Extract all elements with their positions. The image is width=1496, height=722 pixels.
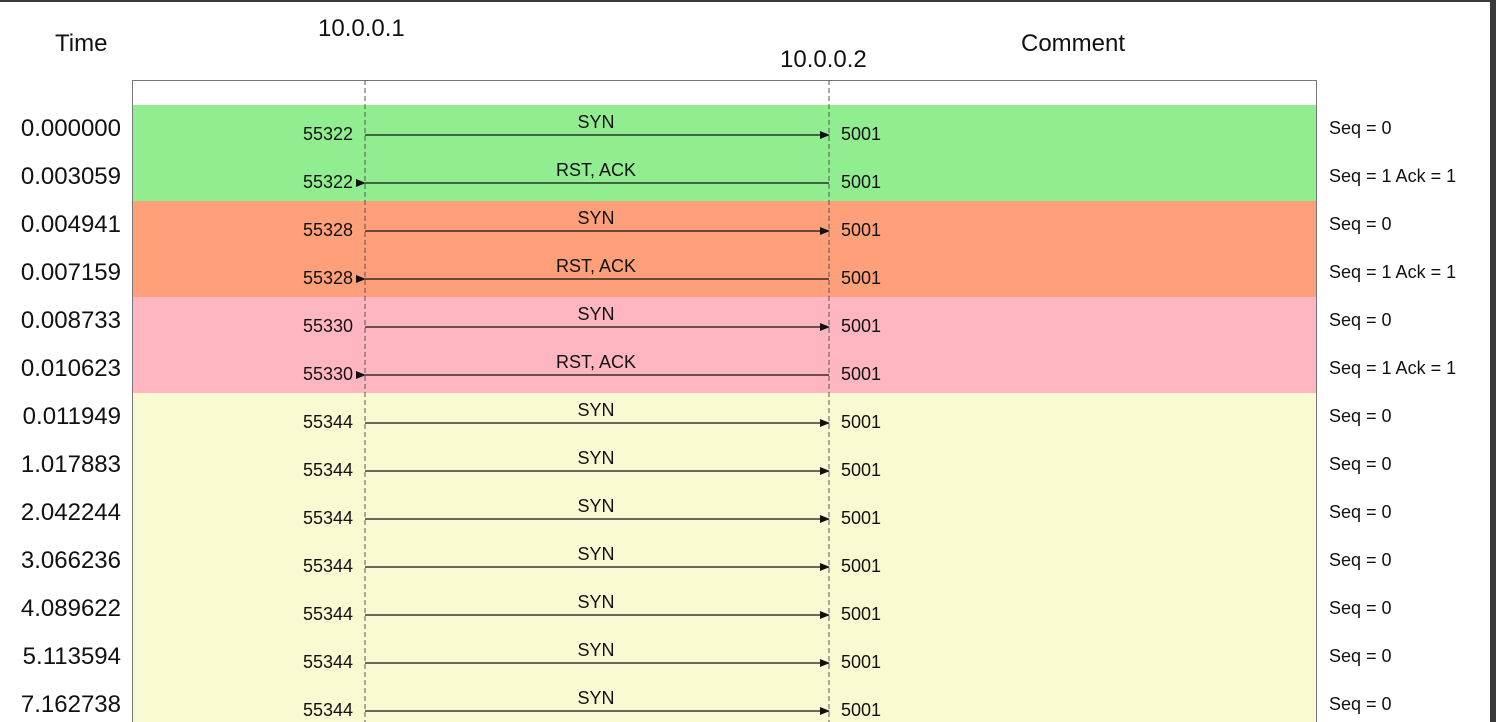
- tcp-flags-label: SYN: [577, 400, 614, 420]
- source-port: 55344: [303, 700, 353, 720]
- comment-text: Seq = 0: [1329, 550, 1392, 570]
- comment-column-header: Comment: [1021, 30, 1126, 57]
- time-value: 0.010623: [21, 355, 121, 382]
- tcp-flags-label: SYN: [577, 640, 614, 660]
- tcp-flags-label: RST, ACK: [556, 352, 636, 372]
- destination-port: 5001: [841, 460, 881, 480]
- tcp-flags-label: RST, ACK: [556, 256, 636, 276]
- connection-group-band: [133, 201, 1316, 297]
- packet-row: 2.042244 55344 5001 SYN Seq = 0: [21, 496, 1392, 528]
- time-column-header: Time: [55, 30, 108, 57]
- destination-port: 5001: [841, 220, 881, 240]
- source-port: 55330: [303, 316, 353, 336]
- tcp-flags-label: SYN: [577, 592, 614, 612]
- connection-group-band: [133, 297, 1316, 393]
- packet-row: 7.162738 55344 5001 SYN Seq = 0: [21, 688, 1392, 720]
- comment-text: Seq = 0: [1329, 214, 1392, 234]
- destination-port: 5001: [841, 700, 881, 720]
- comment-text: Seq = 1 Ack = 1: [1329, 166, 1456, 186]
- comment-text: Seq = 1 Ack = 1: [1329, 358, 1456, 378]
- packet-row: 0.007159 55328 5001 RST, ACK Seq = 1 Ack = 1: [21, 256, 1456, 288]
- destination-port: 5001: [841, 268, 881, 288]
- destination-port: 5001: [841, 316, 881, 336]
- time-value: 0.007159: [21, 259, 121, 286]
- comment-text: Seq = 1 Ack = 1: [1329, 262, 1456, 282]
- packet-row: 4.089622 55344 5001 SYN Seq = 0: [21, 592, 1392, 624]
- source-port: 55344: [303, 412, 353, 432]
- time-value: 1.017883: [21, 451, 121, 478]
- destination-port: 5001: [841, 556, 881, 576]
- time-value: 0.000000: [21, 115, 121, 142]
- packet-row: 5.113594 55344 5001 SYN Seq = 0: [23, 640, 1392, 672]
- time-value: 5.113594: [23, 643, 121, 670]
- source-port: 55344: [303, 604, 353, 624]
- comment-text: Seq = 0: [1329, 598, 1392, 618]
- tcp-flags-label: SYN: [577, 496, 614, 516]
- packet-row: 0.011949 55344 5001 SYN Seq = 0: [23, 400, 1392, 432]
- comment-text: Seq = 0: [1329, 406, 1392, 426]
- destination-port: 5001: [841, 172, 881, 192]
- destination-port: 5001: [841, 124, 881, 144]
- window-top-border: [0, 0, 1496, 2]
- tcp-flags-label: RST, ACK: [556, 160, 636, 180]
- time-value: 0.003059: [21, 163, 121, 190]
- packet-row: 0.010623 55330 5001 RST, ACK Seq = 1 Ack = 1: [21, 352, 1456, 384]
- comment-text: Seq = 0: [1329, 118, 1392, 138]
- time-value: 4.089622: [21, 595, 121, 622]
- tcp-flags-label: SYN: [577, 448, 614, 468]
- source-port: 55328: [303, 220, 353, 240]
- source-port: 55330: [303, 364, 353, 384]
- time-value: 0.011949: [23, 403, 121, 430]
- window-right-border: [1490, 0, 1496, 722]
- packet-row: 0.004941 55328 5001 SYN Seq = 0: [21, 208, 1392, 240]
- time-value: 0.004941: [21, 211, 121, 238]
- source-port: 55328: [303, 268, 353, 288]
- source-port: 55344: [303, 460, 353, 480]
- tcp-flags-label: SYN: [577, 544, 614, 564]
- comment-text: Seq = 0: [1329, 310, 1392, 330]
- packet-row: 0.000000 55322 5001 SYN Seq = 0: [21, 112, 1392, 144]
- tcp-flags-label: SYN: [577, 688, 614, 708]
- host-a-header: 10.0.0.1: [318, 15, 405, 42]
- time-value: 3.066236: [21, 547, 121, 574]
- packet-row: 0.003059 55322 5001 RST, ACK Seq = 1 Ack = 1: [21, 160, 1456, 192]
- time-value: 7.162738: [21, 691, 121, 718]
- tcp-flags-label: SYN: [577, 304, 614, 324]
- destination-port: 5001: [841, 364, 881, 384]
- packet-row: 3.066236 55344 5001 SYN Seq = 0: [21, 544, 1392, 576]
- destination-port: 5001: [841, 508, 881, 528]
- destination-port: 5001: [841, 604, 881, 624]
- comment-text: Seq = 0: [1329, 502, 1392, 522]
- destination-port: 5001: [841, 412, 881, 432]
- packet-row: 1.017883 55344 5001 SYN Seq = 0: [21, 448, 1392, 480]
- source-port: 55322: [303, 172, 353, 192]
- source-port: 55344: [303, 508, 353, 528]
- destination-port: 5001: [841, 652, 881, 672]
- time-value: 0.008733: [21, 307, 121, 334]
- connection-group-band: [133, 393, 1316, 722]
- diagram-frame: [132, 80, 1317, 722]
- host-b-header: 10.0.0.2: [780, 46, 867, 73]
- time-value: 2.042244: [21, 499, 121, 526]
- comment-text: Seq = 0: [1329, 454, 1392, 474]
- source-port: 55344: [303, 556, 353, 576]
- comment-text: Seq = 0: [1329, 694, 1392, 714]
- connection-group-band: [133, 105, 1316, 201]
- source-port: 55322: [303, 124, 353, 144]
- comment-text: Seq = 0: [1329, 646, 1392, 666]
- packet-row: 0.008733 55330 5001 SYN Seq = 0: [21, 304, 1392, 336]
- tcp-flags-label: SYN: [577, 208, 614, 228]
- tcp-flags-label: SYN: [577, 112, 614, 132]
- source-port: 55344: [303, 652, 353, 672]
